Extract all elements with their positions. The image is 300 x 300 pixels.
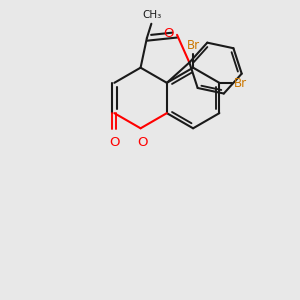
Text: Br: Br (234, 77, 247, 90)
Text: Br: Br (187, 39, 200, 52)
Text: CH₃: CH₃ (142, 10, 162, 20)
Text: O: O (109, 136, 120, 149)
Text: O: O (138, 136, 148, 149)
Text: O: O (163, 27, 173, 40)
